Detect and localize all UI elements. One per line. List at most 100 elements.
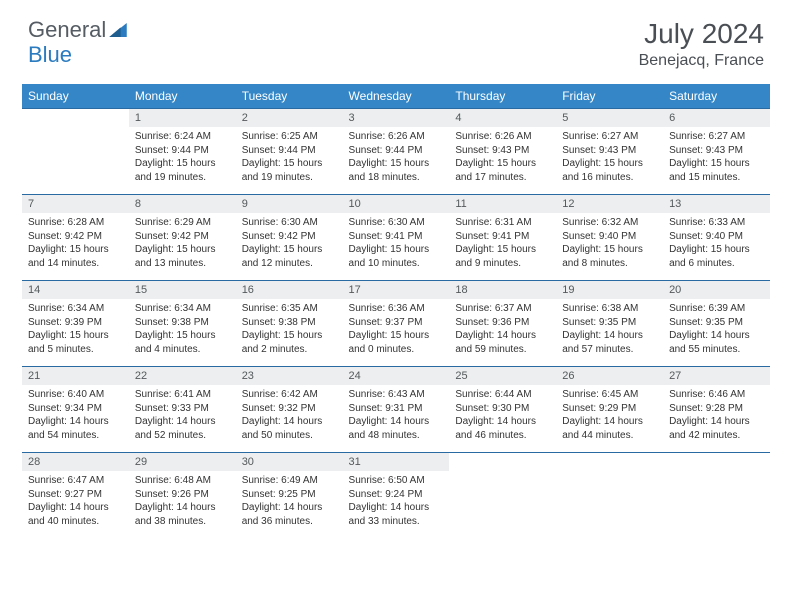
calendar-table: Sunday Monday Tuesday Wednesday Thursday… <box>22 84 770 539</box>
day-number: 20 <box>663 281 770 299</box>
day-cell: 19Sunrise: 6:38 AMSunset: 9:35 PMDayligh… <box>556 281 663 367</box>
calendar-body: 1Sunrise: 6:24 AMSunset: 9:44 PMDaylight… <box>22 109 770 539</box>
day-number: 14 <box>22 281 129 299</box>
day-details: Sunrise: 6:39 AMSunset: 9:35 PMDaylight:… <box>663 299 770 360</box>
day-cell: 4Sunrise: 6:26 AMSunset: 9:43 PMDaylight… <box>449 109 556 195</box>
week-row: 1Sunrise: 6:24 AMSunset: 9:44 PMDaylight… <box>22 109 770 195</box>
day-number: 11 <box>449 195 556 213</box>
day-number: 19 <box>556 281 663 299</box>
day-cell: 3Sunrise: 6:26 AMSunset: 9:44 PMDaylight… <box>343 109 450 195</box>
logo: GeneralBlue <box>28 18 127 66</box>
day-details: Sunrise: 6:26 AMSunset: 9:44 PMDaylight:… <box>343 127 450 188</box>
day-number: 30 <box>236 453 343 471</box>
day-number: 4 <box>449 109 556 127</box>
day-cell <box>556 453 663 539</box>
day-details: Sunrise: 6:33 AMSunset: 9:40 PMDaylight:… <box>663 213 770 274</box>
day-details: Sunrise: 6:27 AMSunset: 9:43 PMDaylight:… <box>556 127 663 188</box>
col-thursday: Thursday <box>449 84 556 109</box>
day-details: Sunrise: 6:40 AMSunset: 9:34 PMDaylight:… <box>22 385 129 446</box>
day-cell: 7Sunrise: 6:28 AMSunset: 9:42 PMDaylight… <box>22 195 129 281</box>
day-number: 22 <box>129 367 236 385</box>
day-cell: 6Sunrise: 6:27 AMSunset: 9:43 PMDaylight… <box>663 109 770 195</box>
day-details: Sunrise: 6:50 AMSunset: 9:24 PMDaylight:… <box>343 471 450 532</box>
day-number: 3 <box>343 109 450 127</box>
week-row: 7Sunrise: 6:28 AMSunset: 9:42 PMDaylight… <box>22 195 770 281</box>
day-number: 8 <box>129 195 236 213</box>
day-number: 25 <box>449 367 556 385</box>
day-number: 23 <box>236 367 343 385</box>
day-cell: 27Sunrise: 6:46 AMSunset: 9:28 PMDayligh… <box>663 367 770 453</box>
day-details: Sunrise: 6:32 AMSunset: 9:40 PMDaylight:… <box>556 213 663 274</box>
week-row: 28Sunrise: 6:47 AMSunset: 9:27 PMDayligh… <box>22 453 770 539</box>
day-cell: 10Sunrise: 6:30 AMSunset: 9:41 PMDayligh… <box>343 195 450 281</box>
day-details: Sunrise: 6:44 AMSunset: 9:30 PMDaylight:… <box>449 385 556 446</box>
day-details: Sunrise: 6:46 AMSunset: 9:28 PMDaylight:… <box>663 385 770 446</box>
col-friday: Friday <box>556 84 663 109</box>
day-details: Sunrise: 6:38 AMSunset: 9:35 PMDaylight:… <box>556 299 663 360</box>
day-cell: 31Sunrise: 6:50 AMSunset: 9:24 PMDayligh… <box>343 453 450 539</box>
day-number: 31 <box>343 453 450 471</box>
day-number: 7 <box>22 195 129 213</box>
day-cell: 15Sunrise: 6:34 AMSunset: 9:38 PMDayligh… <box>129 281 236 367</box>
day-details: Sunrise: 6:42 AMSunset: 9:32 PMDaylight:… <box>236 385 343 446</box>
day-number: 1 <box>129 109 236 127</box>
day-number: 2 <box>236 109 343 127</box>
day-cell: 9Sunrise: 6:30 AMSunset: 9:42 PMDaylight… <box>236 195 343 281</box>
day-number: 26 <box>556 367 663 385</box>
day-number: 27 <box>663 367 770 385</box>
day-cell: 30Sunrise: 6:49 AMSunset: 9:25 PMDayligh… <box>236 453 343 539</box>
day-number: 16 <box>236 281 343 299</box>
day-cell: 20Sunrise: 6:39 AMSunset: 9:35 PMDayligh… <box>663 281 770 367</box>
day-cell: 17Sunrise: 6:36 AMSunset: 9:37 PMDayligh… <box>343 281 450 367</box>
day-details: Sunrise: 6:36 AMSunset: 9:37 PMDaylight:… <box>343 299 450 360</box>
day-cell: 23Sunrise: 6:42 AMSunset: 9:32 PMDayligh… <box>236 367 343 453</box>
day-details: Sunrise: 6:48 AMSunset: 9:26 PMDaylight:… <box>129 471 236 532</box>
day-cell: 29Sunrise: 6:48 AMSunset: 9:26 PMDayligh… <box>129 453 236 539</box>
day-number: 21 <box>22 367 129 385</box>
day-details: Sunrise: 6:34 AMSunset: 9:38 PMDaylight:… <box>129 299 236 360</box>
day-details: Sunrise: 6:41 AMSunset: 9:33 PMDaylight:… <box>129 385 236 446</box>
day-cell: 22Sunrise: 6:41 AMSunset: 9:33 PMDayligh… <box>129 367 236 453</box>
day-cell: 16Sunrise: 6:35 AMSunset: 9:38 PMDayligh… <box>236 281 343 367</box>
day-number: 10 <box>343 195 450 213</box>
day-details: Sunrise: 6:28 AMSunset: 9:42 PMDaylight:… <box>22 213 129 274</box>
col-sunday: Sunday <box>22 84 129 109</box>
day-cell: 18Sunrise: 6:37 AMSunset: 9:36 PMDayligh… <box>449 281 556 367</box>
logo-text-gray: General <box>28 17 106 42</box>
day-details: Sunrise: 6:45 AMSunset: 9:29 PMDaylight:… <box>556 385 663 446</box>
day-number: 28 <box>22 453 129 471</box>
logo-text-blue: Blue <box>28 42 72 67</box>
day-details: Sunrise: 6:35 AMSunset: 9:38 PMDaylight:… <box>236 299 343 360</box>
day-cell: 14Sunrise: 6:34 AMSunset: 9:39 PMDayligh… <box>22 281 129 367</box>
day-details: Sunrise: 6:34 AMSunset: 9:39 PMDaylight:… <box>22 299 129 360</box>
day-cell: 5Sunrise: 6:27 AMSunset: 9:43 PMDaylight… <box>556 109 663 195</box>
week-row: 14Sunrise: 6:34 AMSunset: 9:39 PMDayligh… <box>22 281 770 367</box>
day-cell: 2Sunrise: 6:25 AMSunset: 9:44 PMDaylight… <box>236 109 343 195</box>
day-cell: 24Sunrise: 6:43 AMSunset: 9:31 PMDayligh… <box>343 367 450 453</box>
location: Benejacq, France <box>639 52 764 70</box>
day-cell <box>22 109 129 195</box>
day-details: Sunrise: 6:26 AMSunset: 9:43 PMDaylight:… <box>449 127 556 188</box>
weekday-header-row: Sunday Monday Tuesday Wednesday Thursday… <box>22 84 770 109</box>
day-details: Sunrise: 6:47 AMSunset: 9:27 PMDaylight:… <box>22 471 129 532</box>
day-number: 5 <box>556 109 663 127</box>
day-number: 17 <box>343 281 450 299</box>
week-row: 21Sunrise: 6:40 AMSunset: 9:34 PMDayligh… <box>22 367 770 453</box>
day-number: 12 <box>556 195 663 213</box>
day-number: 13 <box>663 195 770 213</box>
day-cell: 25Sunrise: 6:44 AMSunset: 9:30 PMDayligh… <box>449 367 556 453</box>
day-number: 29 <box>129 453 236 471</box>
col-saturday: Saturday <box>663 84 770 109</box>
day-number: 18 <box>449 281 556 299</box>
day-details: Sunrise: 6:24 AMSunset: 9:44 PMDaylight:… <box>129 127 236 188</box>
col-monday: Monday <box>129 84 236 109</box>
title-block: July 2024 Benejacq, France <box>639 18 764 70</box>
day-details: Sunrise: 6:31 AMSunset: 9:41 PMDaylight:… <box>449 213 556 274</box>
header: GeneralBlue July 2024 Benejacq, France <box>0 0 792 78</box>
day-details: Sunrise: 6:49 AMSunset: 9:25 PMDaylight:… <box>236 471 343 532</box>
month-title: July 2024 <box>639 18 764 50</box>
day-number: 15 <box>129 281 236 299</box>
day-details: Sunrise: 6:27 AMSunset: 9:43 PMDaylight:… <box>663 127 770 188</box>
day-details: Sunrise: 6:37 AMSunset: 9:36 PMDaylight:… <box>449 299 556 360</box>
day-details: Sunrise: 6:30 AMSunset: 9:41 PMDaylight:… <box>343 213 450 274</box>
